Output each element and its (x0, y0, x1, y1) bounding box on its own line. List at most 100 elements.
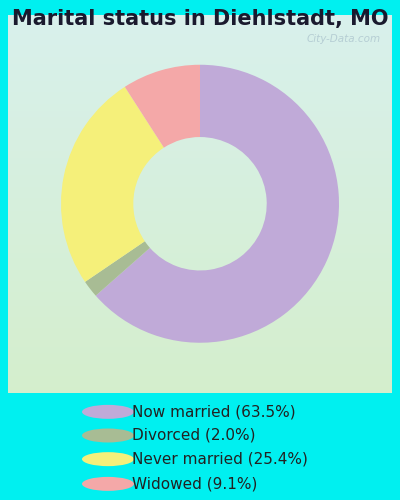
Bar (8, 126, 392, 128)
Bar (8, 340, 392, 342)
Bar (8, 51, 392, 52)
Bar (8, 42, 392, 43)
Bar (8, 144, 392, 145)
Bar (8, 106, 392, 108)
Bar (8, 130, 392, 132)
Bar (8, 20, 392, 22)
Bar (8, 334, 392, 336)
Bar (8, 83, 392, 85)
Bar (8, 330, 392, 332)
Bar (8, 142, 392, 144)
Bar (8, 98, 392, 100)
Bar (8, 349, 392, 351)
Bar (8, 247, 392, 249)
Bar (8, 68, 392, 70)
Bar (8, 236, 392, 238)
Bar (8, 332, 392, 334)
Bar (8, 232, 392, 234)
Bar (8, 226, 392, 228)
Bar (8, 364, 392, 366)
Bar (8, 44, 392, 45)
Bar (8, 151, 392, 153)
Bar (8, 272, 392, 274)
Bar (8, 251, 392, 253)
Bar (8, 124, 392, 126)
Bar (8, 145, 392, 147)
Bar (8, 147, 392, 149)
Bar (8, 324, 392, 326)
Bar (8, 162, 392, 164)
Bar (8, 81, 392, 83)
Bar (8, 183, 392, 185)
Bar (8, 242, 392, 244)
Bar (8, 176, 392, 178)
Bar (8, 230, 392, 232)
Bar (8, 383, 392, 385)
Bar (8, 210, 392, 212)
Bar (8, 254, 392, 256)
Bar (8, 19, 392, 20)
Bar (8, 346, 392, 347)
Bar (8, 90, 392, 92)
Bar (8, 315, 392, 317)
Bar (8, 288, 392, 290)
Bar (8, 188, 392, 190)
Text: City-Data.com: City-Data.com (306, 34, 380, 44)
Bar (8, 319, 392, 321)
Bar (8, 100, 392, 102)
Bar (8, 108, 392, 110)
Bar (8, 378, 392, 380)
Bar (8, 270, 392, 272)
Bar (8, 158, 392, 160)
Bar (8, 36, 392, 38)
Bar (8, 281, 392, 283)
Bar (8, 204, 392, 206)
Bar (8, 26, 392, 28)
Bar (8, 192, 392, 194)
Bar (8, 86, 392, 88)
Bar (8, 347, 392, 349)
Bar (8, 308, 392, 310)
Bar (8, 32, 392, 34)
Bar (8, 102, 392, 104)
Bar (8, 213, 392, 215)
Bar (8, 70, 392, 71)
Bar (8, 72, 392, 74)
Wedge shape (85, 242, 150, 296)
Bar (8, 190, 392, 192)
Bar (8, 140, 392, 141)
Bar (8, 181, 392, 183)
Bar (8, 28, 392, 30)
Bar (8, 390, 392, 392)
Bar (8, 60, 392, 62)
Bar (8, 253, 392, 254)
Bar (8, 234, 392, 236)
Bar (8, 62, 392, 64)
Bar (8, 381, 392, 383)
Bar (8, 238, 392, 240)
Wedge shape (96, 64, 339, 342)
Bar (8, 40, 392, 42)
Circle shape (82, 428, 134, 442)
Bar (8, 79, 392, 81)
Bar (8, 22, 392, 24)
Bar (8, 202, 392, 204)
Bar (8, 351, 392, 353)
Bar (8, 268, 392, 270)
Bar (8, 128, 392, 130)
Bar (8, 149, 392, 151)
Bar (8, 317, 392, 319)
Bar (8, 278, 392, 279)
Bar (8, 310, 392, 312)
Bar (8, 168, 392, 170)
Bar (8, 220, 392, 222)
Bar (8, 264, 392, 266)
Bar (8, 66, 392, 68)
Bar (8, 78, 392, 79)
Bar (8, 196, 392, 198)
Bar (8, 110, 392, 112)
Bar (8, 342, 392, 344)
Bar (8, 17, 392, 19)
Bar (8, 336, 392, 338)
Bar (8, 74, 392, 76)
